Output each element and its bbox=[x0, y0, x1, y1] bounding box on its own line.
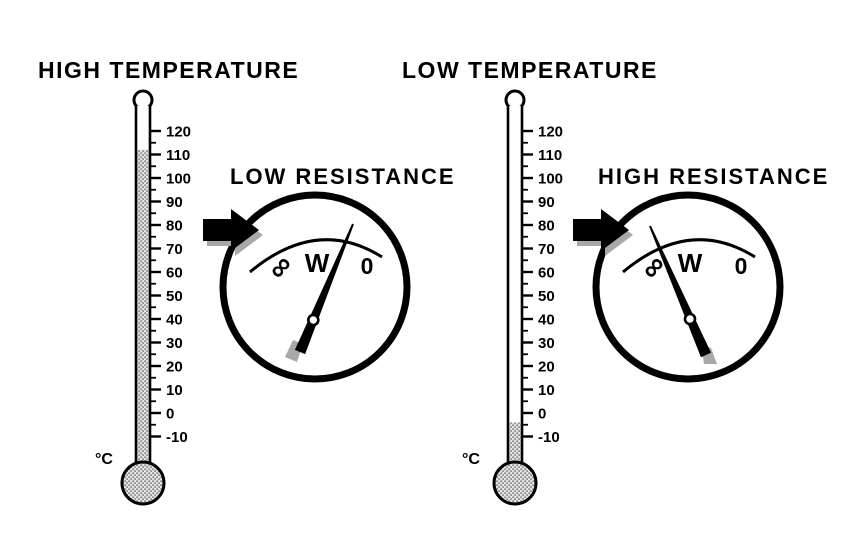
scale-label: 60 bbox=[166, 265, 183, 282]
meter-dial bbox=[592, 191, 784, 383]
needle-pivot bbox=[683, 312, 697, 326]
ohm-label: W bbox=[305, 248, 330, 278]
scale-label: 100 bbox=[538, 171, 563, 188]
scale-label: 20 bbox=[538, 359, 555, 376]
right-meter: HIGH RESISTANCE ∞ W 0 bbox=[592, 164, 829, 383]
scale-label: 120 bbox=[166, 124, 191, 141]
thermometer-tube bbox=[508, 106, 522, 470]
scale-label: -10 bbox=[166, 429, 188, 446]
scale-label: 50 bbox=[538, 288, 555, 305]
thermometer-bulb bbox=[492, 460, 538, 506]
right-thermometer-title: LOW TEMPERATURE bbox=[402, 57, 658, 83]
dial-scale-arc bbox=[249, 238, 383, 274]
scale-label: 70 bbox=[538, 241, 555, 258]
right-arrow bbox=[573, 209, 633, 256]
right-panel: LOW TEMPERATURE 120110100908070605040302… bbox=[402, 57, 829, 506]
scale-label: 40 bbox=[166, 312, 183, 329]
scale-label: 80 bbox=[538, 218, 555, 235]
scale-label: 100 bbox=[166, 171, 191, 188]
scale-label: 110 bbox=[538, 147, 562, 164]
zero-label: 0 bbox=[361, 253, 374, 279]
scale-label: 30 bbox=[538, 335, 555, 352]
scale-label: 90 bbox=[166, 194, 183, 211]
scale-label: 30 bbox=[166, 335, 183, 352]
left-panel: HIGH TEMPERATURE 12011010090807060504030… bbox=[38, 57, 456, 506]
ohm-label: W bbox=[678, 248, 703, 278]
scale-label: 50 bbox=[166, 288, 183, 305]
scale-label: 110 bbox=[166, 147, 190, 164]
mercury-column bbox=[137, 149, 149, 479]
scale-label: 90 bbox=[538, 194, 555, 211]
left-meter-title: LOW RESISTANCE bbox=[230, 164, 456, 189]
dial-scale-arc bbox=[622, 238, 756, 274]
left-arrow bbox=[203, 209, 263, 256]
arrow-icon bbox=[573, 209, 629, 251]
scale-label: 120 bbox=[538, 124, 563, 141]
scale-label: 10 bbox=[538, 382, 555, 399]
scale-label: -10 bbox=[538, 429, 560, 446]
thermometer-bulb bbox=[120, 460, 166, 506]
mercury-column bbox=[509, 422, 521, 478]
needle-pivot bbox=[306, 313, 320, 327]
scale-label: 80 bbox=[166, 218, 183, 235]
left-thermometer-title: HIGH TEMPERATURE bbox=[38, 57, 299, 83]
scale-label: 70 bbox=[166, 241, 183, 258]
scale-label: 10 bbox=[166, 382, 183, 399]
left-unit-label: °C bbox=[95, 451, 113, 468]
arrow-icon bbox=[203, 209, 259, 251]
zero-label: 0 bbox=[735, 253, 748, 279]
scale-label: 60 bbox=[538, 265, 555, 282]
right-meter-title: HIGH RESISTANCE bbox=[598, 164, 829, 189]
left-meter: LOW RESISTANCE ∞ W 0 bbox=[219, 164, 456, 383]
scale-label: 0 bbox=[538, 406, 546, 423]
scale-label: 0 bbox=[166, 406, 174, 423]
meter-needle bbox=[649, 225, 712, 358]
right-unit-label: °C bbox=[462, 451, 480, 468]
meter-dial bbox=[219, 191, 411, 383]
scale-label: 40 bbox=[538, 312, 555, 329]
scale-label: 20 bbox=[166, 359, 183, 376]
